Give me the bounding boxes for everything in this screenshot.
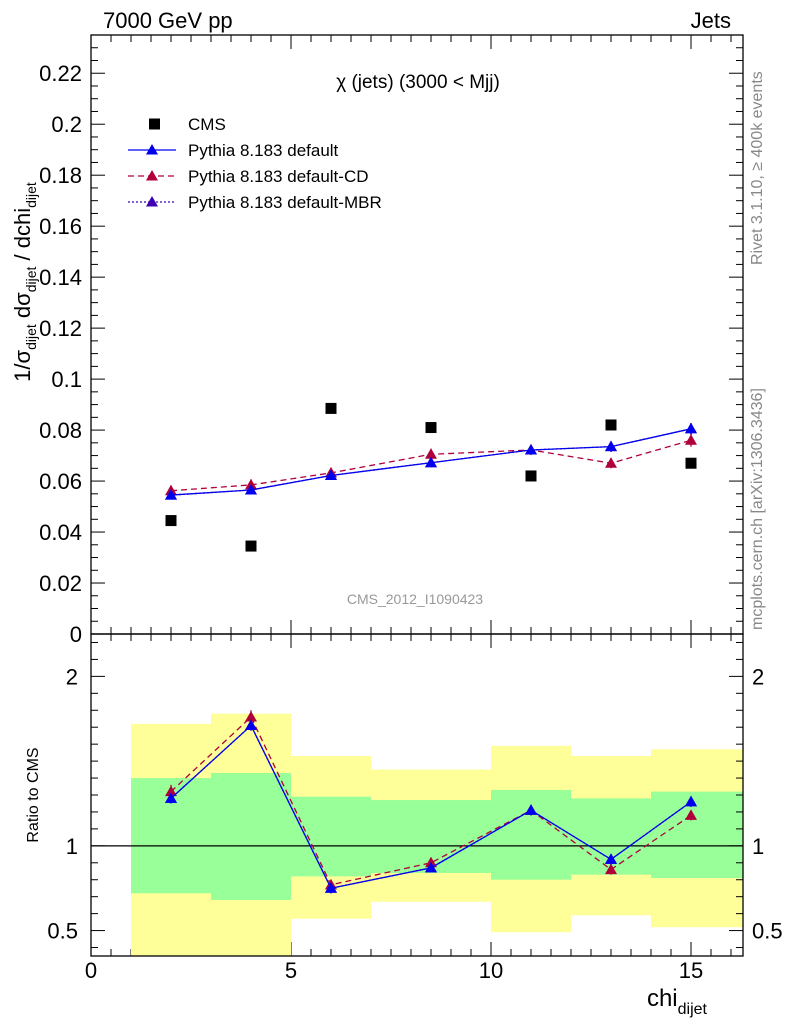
cms-data-point: [245, 540, 257, 552]
ratio-data-point: [245, 711, 257, 722]
legend-marker-triangle: [146, 170, 158, 181]
ratio-data-point: [165, 785, 177, 797]
ratio-panel: 0 5 10 15 0.5 0.5 1 1 2 2: [47, 633, 783, 983]
ratio-y-tick-label: 2: [66, 664, 78, 689]
x-label-main: chi: [647, 985, 678, 1012]
ratio-series-0: [165, 719, 697, 894]
ratio-y-tick-label-right: 2: [752, 664, 764, 689]
legend-marker-triangle: [146, 144, 158, 155]
y-tick-label: 0.16: [39, 214, 82, 239]
x-axis-label: chidijet: [647, 985, 708, 1018]
rivet-label: Rivet 3.1.10, ≥ 400k events: [749, 71, 766, 265]
cms-data-point: [165, 515, 177, 527]
ratio-data-point: [425, 861, 437, 873]
data-point: [525, 443, 537, 455]
svg-text:1/σdijet dσdijet / dchidijet: 1/σdijet dσdijet / dchidijet: [10, 182, 39, 382]
x-tick-label: 10: [479, 958, 503, 983]
y-tick-label: 0.08: [39, 418, 82, 443]
ratio-band-green: [651, 791, 743, 879]
x-tick-label: 5: [285, 958, 297, 983]
y-tick-label: 0.06: [39, 469, 82, 494]
legend-marker-triangle: [146, 196, 158, 207]
cms-data-point: [605, 419, 617, 431]
data-point: [685, 422, 697, 434]
x-tick-label: 15: [679, 958, 703, 983]
cms-data-point: [685, 457, 697, 469]
header-left: 7000 GeV pp: [103, 8, 233, 33]
legend-item: Pythia 8.183 default-CD: [128, 167, 369, 186]
y-tick-label: 0.14: [39, 265, 82, 290]
data-point: [605, 440, 617, 452]
y-label-sub2: dijet: [23, 266, 39, 292]
y-tick-label: 0: [70, 622, 82, 647]
header-right: Jets: [691, 8, 731, 33]
data-point: [245, 483, 257, 495]
series-0: [165, 422, 697, 500]
legend-marker-square: [149, 118, 160, 130]
ratio-y-tick-label-right: 0.5: [752, 919, 783, 944]
y-tick-label: 0.22: [39, 61, 82, 86]
data-point: [165, 489, 177, 500]
watermark: CMS_2012_I1090423: [347, 591, 483, 607]
cms-data-point: [525, 470, 537, 482]
legend: CMS Pythia 8.183 default Pythia 8.183 defa…: [128, 115, 382, 212]
ratio-y-tick-label-right: 1: [752, 834, 764, 859]
ratio-data-point: [525, 804, 537, 815]
ratio-data-point: [325, 882, 337, 893]
main-panel: 0 0.02 0.04 0.06 0.08 0.1 0.12 0.14 0.16 0.18 0.2 0…: [39, 34, 744, 956]
ratio-data-point: [605, 863, 617, 875]
ratio-data-point: [165, 792, 177, 803]
data-point: [425, 448, 437, 459]
data-point: [605, 457, 617, 468]
legend-label: CMS: [188, 115, 226, 134]
y-label-mid: dσ: [10, 292, 35, 324]
data-point: [685, 434, 697, 445]
ratio-y-tick-label: 1: [66, 834, 78, 859]
data-point: [425, 456, 437, 468]
cms-data-point: [325, 402, 337, 414]
ratio-band-green: [491, 789, 571, 880]
legend-item: CMS: [149, 115, 226, 134]
ratio-data-point: [685, 809, 697, 820]
y-label-sub1: dijet: [23, 324, 39, 350]
legend-label: Pythia 8.183 default-CD: [188, 167, 369, 186]
x-tick-label: 0: [85, 958, 97, 983]
ratio-data-point: [605, 853, 617, 864]
cms-data-point: [425, 422, 437, 434]
y-tick-label: 0.04: [39, 520, 82, 545]
ratio-band-green: [291, 796, 371, 877]
legend-item: Pythia 8.183 default: [128, 141, 339, 160]
ratio-y-tick-label: 0.5: [47, 919, 78, 944]
ratio-data-point: [245, 719, 257, 731]
ratio-band-green: [211, 772, 291, 901]
y-axis-label: 1/σdijet dσdijet / dchidijet: [10, 182, 39, 382]
legend-item: Pythia 8.183 default-MBR: [128, 193, 382, 212]
y-tick-label: 0.12: [39, 316, 82, 341]
x-label-sub: dijet: [678, 1001, 708, 1018]
y-tick-label: 0.2: [51, 112, 82, 137]
mcplots-label: mcplots.cern.ch [arXiv:1306.3436]: [749, 388, 766, 630]
y-tick-label: 0.02: [39, 571, 82, 596]
legend-label: Pythia 8.183 default-MBR: [188, 193, 382, 212]
y-tick-label: 0.1: [51, 367, 82, 392]
ratio-y-label: Ratio to CMS: [25, 747, 42, 842]
y-label-prefix: 1/σ: [10, 349, 35, 381]
legend-label: Pythia 8.183 default: [188, 141, 339, 160]
y-tick-label: 0.18: [39, 163, 82, 188]
ratio-data-point: [685, 795, 697, 807]
chart-title: χ (jets) (3000 < Mjj): [336, 72, 500, 93]
data-point: [325, 469, 337, 480]
y-label-mid2: / dchi: [10, 208, 35, 267]
y-label-sub3: dijet: [23, 182, 39, 208]
